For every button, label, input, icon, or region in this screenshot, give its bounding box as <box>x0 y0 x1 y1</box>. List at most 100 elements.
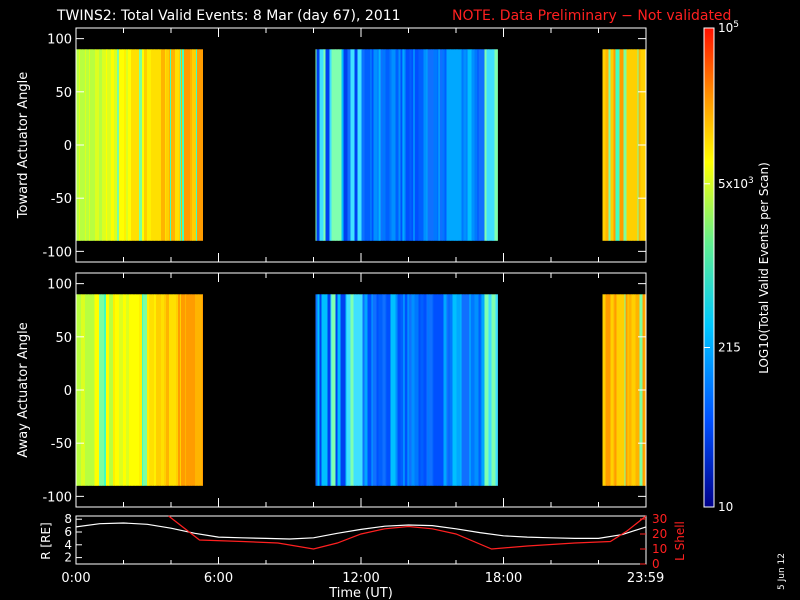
heatmap-strip <box>437 294 442 486</box>
heatmap-strip <box>331 294 336 486</box>
heatmap-strip <box>466 49 468 241</box>
heatmap-strip <box>409 294 412 486</box>
heatmap-strip <box>389 49 392 241</box>
heatmap-strip <box>190 49 193 241</box>
heatmap-strip <box>442 49 445 241</box>
heatmap-strip <box>411 294 415 486</box>
heatmap-strip <box>605 294 608 486</box>
heatmap-strip <box>378 49 380 241</box>
heatmap-strip <box>495 294 498 486</box>
heatmap-strip <box>330 294 332 486</box>
heatmap-strip <box>185 294 187 486</box>
heatmap-strip <box>161 49 166 241</box>
heatmap-strip <box>443 294 447 486</box>
heatmap-strip <box>126 49 129 241</box>
orbit-right-axis-label: L Shell <box>673 521 687 561</box>
heatmap-strip <box>131 49 136 241</box>
heatmap-strip <box>454 49 457 241</box>
heatmap-strip <box>119 49 123 241</box>
heatmap-strip <box>480 49 485 241</box>
heatmap-strip <box>350 294 354 486</box>
away-y-axis-label: Away Actuator Angle <box>16 322 31 457</box>
heatmap-strip <box>452 294 457 486</box>
heatmap-strip <box>358 294 363 486</box>
heatmap-strip <box>471 49 475 241</box>
heatmap-strip <box>169 294 174 486</box>
heatmap-strip <box>397 294 401 486</box>
toward-heatmap <box>76 28 646 262</box>
heatmap-strip <box>135 49 140 241</box>
away-heatmap <box>76 273 646 507</box>
heatmap-strip <box>421 49 424 241</box>
heatmap-strip <box>92 49 96 241</box>
heatmap-strip <box>152 294 155 486</box>
heatmap-strip <box>195 294 199 486</box>
heatmap-strip <box>391 49 396 241</box>
heatmap-strip <box>626 49 630 241</box>
heatmap-strip <box>96 294 98 486</box>
heatmap-strip <box>403 294 405 486</box>
heatmap-strip <box>488 294 492 486</box>
heatmap-strip <box>627 294 629 486</box>
heatmap-strip <box>341 49 344 241</box>
heatmap-strip <box>316 49 320 241</box>
heatmap-strip <box>492 49 494 241</box>
heatmap-strip <box>414 49 419 241</box>
heatmap-strip <box>94 294 96 486</box>
heatmap-strip <box>460 294 462 486</box>
heatmap-strip <box>327 294 329 486</box>
heatmap-strip <box>101 294 105 486</box>
heatmap-strip <box>478 49 481 241</box>
heatmap-strip <box>142 294 144 486</box>
heatmap-strip <box>131 294 133 486</box>
heatmap-strip <box>108 294 110 486</box>
heatmap-strip <box>496 49 498 241</box>
run-date-note: 5 Jun 12 <box>777 553 787 590</box>
y-tick-label: -50 <box>51 192 72 207</box>
heatmap-strip <box>122 49 125 241</box>
heatmap-strip <box>463 294 467 486</box>
heatmap-strip <box>175 49 178 241</box>
heatmap-strip <box>349 294 351 486</box>
heatmap-strip <box>179 49 181 241</box>
heatmap-strip <box>488 49 493 241</box>
heatmap-strip <box>484 49 487 241</box>
heatmap-strip <box>616 294 621 486</box>
left-y-tick-label: 6 <box>64 525 72 539</box>
heatmap-strip <box>628 294 632 486</box>
heatmap-strip <box>95 49 100 241</box>
heatmap-strip <box>477 49 479 241</box>
heatmap-strip <box>198 294 203 486</box>
heatmap-strip <box>474 294 479 486</box>
heatmap-strip <box>181 294 186 486</box>
heatmap-strip <box>345 294 347 486</box>
heatmap-strip <box>439 49 443 241</box>
heatmap-strip <box>379 49 381 241</box>
preliminary-note: NOTE. Data Preliminary − Not validated <box>452 8 731 24</box>
heatmap-strip <box>173 294 177 486</box>
heatmap-strip <box>491 294 496 486</box>
y-tick-label: -50 <box>51 437 72 452</box>
heatmap-strip <box>634 49 638 241</box>
heatmap-strip <box>371 294 373 486</box>
heatmap-strip <box>493 49 495 241</box>
heatmap-strip <box>350 49 355 241</box>
heatmap-strip <box>166 294 170 486</box>
heatmap-strip <box>135 294 140 486</box>
heatmap-strip <box>625 294 628 486</box>
heatmap-strip <box>114 49 118 241</box>
colorbar-gradient <box>704 28 714 507</box>
heatmap-strip <box>624 294 626 486</box>
heatmap-strip <box>371 49 374 241</box>
heatmap-strip <box>461 49 464 241</box>
heatmap-strip <box>180 294 182 486</box>
heatmap-strip <box>635 294 639 486</box>
heatmap-strip <box>86 49 90 241</box>
heatmap-strip <box>367 294 372 486</box>
y-tick-label: 0 <box>64 384 72 399</box>
heatmap-strip <box>457 49 462 241</box>
orbit-panel-frame <box>75 515 647 565</box>
heatmap-strip <box>470 294 472 486</box>
heatmap-strip <box>423 49 427 241</box>
